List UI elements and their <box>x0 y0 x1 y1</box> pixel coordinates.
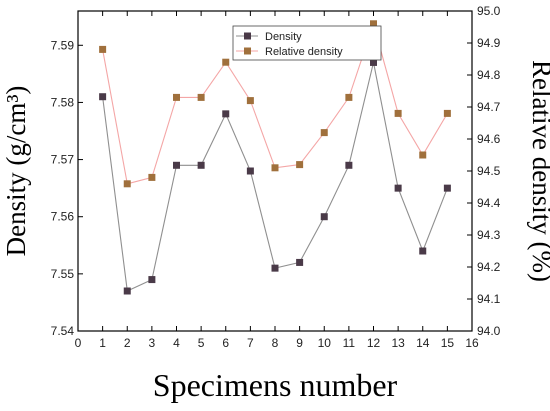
data-point-density <box>320 213 328 221</box>
x-tick-label: 9 <box>296 336 303 350</box>
legend-marker-density <box>244 32 251 40</box>
data-point-relative-density <box>320 129 328 137</box>
x-tick-label: 5 <box>198 336 205 350</box>
y2-axis-title: Relative density (%) <box>527 60 550 282</box>
legend: Density Relative density <box>232 25 382 61</box>
legend-marker-relative-density <box>244 47 251 55</box>
y-tick-label: 7.56 <box>51 210 75 224</box>
data-point-relative-density <box>222 58 230 66</box>
data-point-relative-density <box>345 93 353 101</box>
data-point-density <box>296 258 304 266</box>
y2-tick-label: 94.7 <box>477 100 501 114</box>
y-axis-title: Density (g/cm³) <box>1 86 31 257</box>
x-tick-label: 16 <box>465 336 479 350</box>
y2-tick-label: 94.5 <box>477 164 501 178</box>
y2-tick-label: 94.6 <box>477 132 501 146</box>
data-point-relative-density <box>394 109 402 117</box>
x-tick-label: 15 <box>441 336 455 350</box>
x-tick-label: 8 <box>272 336 279 350</box>
x-tick-label: 4 <box>173 336 180 350</box>
x-tick-label: 11 <box>343 336 356 350</box>
y2-tick-label: 94.3 <box>477 228 501 242</box>
x-tick-label: 10 <box>318 336 332 350</box>
y2-axis-ticks: 94.0 94.1 94.2 94.3 94.4 94.5 94.6 94.7 94.8 94.9… <box>467 4 501 338</box>
y2-tick-label: 94.0 <box>477 324 501 338</box>
y-axis-ticks: 7.54 7.55 7.56 7.57 7.58 7.59 <box>51 38 83 338</box>
y2-tick-label: 94.8 <box>477 68 501 82</box>
series-layer <box>99 20 451 295</box>
data-point-density <box>394 184 402 192</box>
data-point-relative-density <box>296 161 304 169</box>
data-point-density <box>370 58 377 66</box>
legend-label-density: Density <box>265 31 302 43</box>
legend-label-relative-density: Relative density <box>265 46 343 58</box>
x-tick-label: 12 <box>367 336 381 350</box>
x-tick-label: 3 <box>149 336 156 350</box>
y2-tick-label: 94.4 <box>477 196 501 210</box>
data-point-relative-density <box>148 173 156 181</box>
data-point-density <box>271 264 279 272</box>
data-point-relative-density <box>173 93 180 101</box>
y2-tick-label: 94.1 <box>477 292 501 306</box>
x-tick-label: 2 <box>124 336 131 350</box>
x-tick-label: 0 <box>75 336 82 350</box>
y-tick-label: 7.57 <box>51 153 75 167</box>
data-point-relative-density <box>123 180 131 188</box>
y-tick-label: 7.59 <box>51 38 75 52</box>
y2-tick-label: 94.9 <box>477 36 501 50</box>
y-tick-label: 7.58 <box>51 95 75 109</box>
data-point-density <box>197 161 205 169</box>
x-tick-label: 1 <box>99 336 106 350</box>
y-tick-label: 7.54 <box>51 324 75 338</box>
y-tick-label: 7.55 <box>51 267 75 281</box>
legend-box <box>232 25 382 61</box>
x-tick-label: 6 <box>222 336 229 350</box>
data-point-density <box>345 161 353 169</box>
x-tick-label: 14 <box>416 336 430 350</box>
data-point-relative-density <box>271 164 279 172</box>
data-point-relative-density <box>370 20 377 28</box>
x-tick-label: 13 <box>391 336 405 350</box>
data-point-relative-density <box>443 109 451 117</box>
data-point-density <box>443 184 451 192</box>
data-point-density <box>173 161 180 169</box>
data-point-relative-density <box>246 97 254 105</box>
y2-tick-label: 95.0 <box>477 4 501 18</box>
data-point-density <box>246 167 254 175</box>
data-point-relative-density <box>197 93 205 101</box>
data-point-density <box>123 287 131 295</box>
data-point-density <box>419 247 427 255</box>
data-point-relative-density <box>419 151 427 159</box>
x-axis-title: Specimens number <box>153 367 398 403</box>
data-point-density <box>99 93 107 101</box>
x-tick-label: 7 <box>247 336 254 350</box>
data-point-density <box>222 110 230 118</box>
x-axis-ticks: 0 1 2 3 4 5 6 7 8 9 10 11 12 13 14 15 16 <box>75 11 479 350</box>
y2-tick-label: 94.2 <box>477 260 501 274</box>
data-point-density <box>148 276 156 284</box>
data-point-relative-density <box>99 45 107 53</box>
